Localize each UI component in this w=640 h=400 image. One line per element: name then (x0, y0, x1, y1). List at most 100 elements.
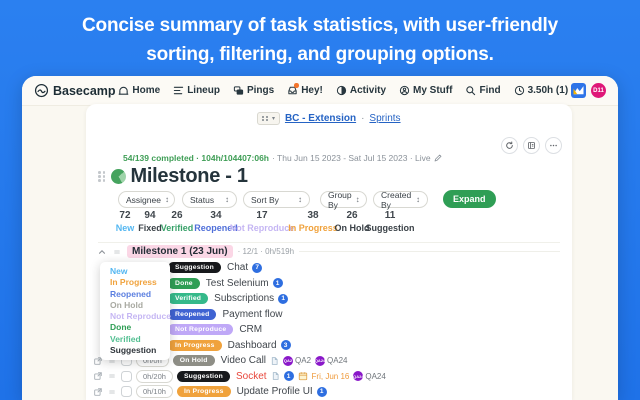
stat-verified[interactable]: 26 Verified (161, 210, 194, 233)
filter-sort-by[interactable]: Sort By ↕ (243, 191, 310, 208)
menu-item-done[interactable]: Done (110, 322, 132, 333)
hero-headline: Concise summary of task statistics, with… (0, 12, 640, 69)
app-window: Basecamp Home Lineup Pings Hey! (22, 76, 618, 400)
nav-label: Lineup (187, 85, 220, 96)
status-badge[interactable]: In Progress (176, 386, 231, 398)
stat-count: 72 (119, 210, 131, 221)
refresh-button[interactable] (501, 137, 518, 154)
stat-on-hold[interactable]: 26 On Hold (335, 210, 370, 233)
stat-in-progress[interactable]: 38 In Progress (288, 210, 338, 233)
updown-arrows-icon: ↕ (416, 195, 420, 204)
task-title[interactable]: Chat (227, 262, 249, 274)
home-icon (118, 85, 129, 96)
filter-status[interactable]: Status ↕ (182, 191, 237, 208)
user-avatar[interactable]: D11 (591, 83, 606, 98)
stat-label: In Progress (288, 223, 338, 233)
breadcrumb-separator: · (361, 113, 365, 124)
collapse-chevron-icon[interactable] (97, 247, 107, 257)
status-badge[interactable]: In Progress (168, 339, 222, 351)
status-badge[interactable]: Not Reproduce (168, 324, 234, 336)
status-badge[interactable]: Reopened (168, 308, 217, 320)
task-row: Verified Subscriptions 1 (86, 291, 572, 307)
nav-item-home[interactable]: Home (118, 85, 160, 96)
task-title[interactable]: CRM (239, 324, 263, 336)
drag-handle-icon[interactable] (107, 388, 117, 396)
basecamp-brand[interactable]: Basecamp (34, 83, 116, 98)
task-title[interactable]: Test Selenium (205, 277, 269, 289)
task-title[interactable]: Video Call (220, 355, 267, 367)
nav-item-hey[interactable]: Hey! (287, 83, 323, 96)
menu-item-not-reproduce[interactable]: Not Reproduce (110, 311, 171, 322)
group-drag-handle-icon[interactable] (112, 248, 122, 256)
group-name-chip: Milestone 1 (23 Jun) (127, 245, 233, 258)
nav-item-timer[interactable]: 3.50h (1) (514, 85, 569, 96)
filter-assignee[interactable]: Assignee ↕ (118, 191, 175, 208)
comment-count-badge[interactable]: 1 (272, 278, 283, 289)
open-task-icon[interactable] (93, 387, 103, 397)
task-title[interactable]: Subscriptions (214, 293, 275, 305)
status-badge[interactable]: Suggestion (176, 370, 230, 382)
filter-label: Status (190, 194, 215, 205)
task-checkbox[interactable] (121, 370, 132, 382)
drag-grip-icon[interactable] (98, 171, 106, 182)
nav-label: Find (479, 85, 501, 96)
project-switcher-button[interactable]: ▾ (257, 112, 280, 125)
task-checkbox[interactable] (121, 386, 132, 398)
task-row: 0h/20h Suggestion Socket 1 Fri, Jun 16 Q… (86, 369, 572, 385)
status-dropdown-menu: New In Progress Reopened On Hold Not Rep… (100, 262, 171, 361)
group-divider (299, 251, 560, 252)
comment-count-badge[interactable]: 1 (283, 371, 294, 382)
task-title[interactable]: Payment flow (222, 308, 283, 320)
comment-count-badge[interactable]: 1 (316, 386, 327, 397)
stat-count: 11 (384, 210, 396, 221)
stat-fixed[interactable]: 94 Fixed (138, 210, 162, 233)
menu-item-suggestion[interactable]: Suggestion (110, 345, 157, 356)
task-title[interactable]: Update Profile UI (236, 386, 313, 398)
filter-group-by[interactable]: Group By ↕ (320, 190, 367, 210)
task-row: Done Test Selenium 1 (86, 276, 572, 292)
menu-item-on-hold[interactable]: On Hold (110, 299, 144, 310)
group-meta: · 12/1 · 0h/519h (237, 247, 295, 256)
time-estimate-pill[interactable]: 0h/20h (136, 369, 173, 383)
time-estimate-pill[interactable]: 0h/10h (136, 385, 173, 399)
task-title[interactable]: Socket (235, 370, 267, 382)
divider (98, 242, 560, 243)
status-badge[interactable]: Done (168, 277, 200, 289)
status-badge[interactable]: On Hold (172, 355, 215, 367)
nav-item-activity[interactable]: Activity (336, 85, 386, 96)
breadcrumb-section-link[interactable]: Sprints (369, 113, 401, 124)
comment-count-badge[interactable]: 1 (278, 293, 289, 304)
comment-count-badge[interactable]: 7 (252, 262, 263, 273)
report-button[interactable] (523, 137, 540, 154)
drag-handle-icon[interactable] (107, 372, 117, 380)
chevron-down-icon: ▾ (271, 116, 275, 122)
open-task-icon[interactable] (93, 371, 103, 381)
stat-new[interactable]: 72 New (116, 210, 135, 233)
nav-item-find[interactable]: Find (465, 85, 501, 96)
status-badge[interactable]: Suggestion (168, 262, 222, 274)
menu-item-new[interactable]: New (110, 266, 128, 276)
nav-item-pings[interactable]: Pings (233, 85, 274, 96)
menu-item-reopened[interactable]: Reopened (110, 288, 152, 299)
nav-item-lineup[interactable]: Lineup (173, 85, 220, 96)
breadcrumb-project-link[interactable]: BC - Extension (284, 113, 357, 124)
comment-count-badge[interactable]: 3 (280, 340, 291, 351)
milestone-summary: 54/139 completed · 104h/104407:06h · Thu… (123, 153, 442, 163)
stat-suggestion[interactable]: 11 Suggestion (366, 210, 415, 233)
group-header: Milestone 1 (23 Jun) · 12/1 · 0h/519h (97, 245, 560, 258)
filter-created-by[interactable]: Created By ↕ (373, 190, 428, 210)
menu-item-in-progress[interactable]: In Progress (110, 277, 157, 288)
task-title[interactable]: Dashboard (227, 339, 277, 351)
stat-not-reproduce[interactable]: 17 Not Reproduce (230, 210, 295, 233)
nav-item-my-stuff[interactable]: My Stuff (399, 85, 452, 96)
assignee-avatar: QA2 (283, 355, 294, 366)
more-options-button[interactable] (545, 137, 562, 154)
my-stuff-icon (399, 85, 410, 96)
nav-label: 3.50h (1) (527, 85, 569, 96)
edit-pencil-icon[interactable] (434, 154, 442, 162)
menu-item-verified[interactable]: Verified (110, 333, 141, 344)
status-badge[interactable]: Verified (168, 293, 209, 305)
extension-logo-icon[interactable] (571, 83, 586, 98)
stat-reopened[interactable]: 34 Reopened (194, 210, 238, 233)
expand-button[interactable]: Expand (443, 190, 496, 208)
